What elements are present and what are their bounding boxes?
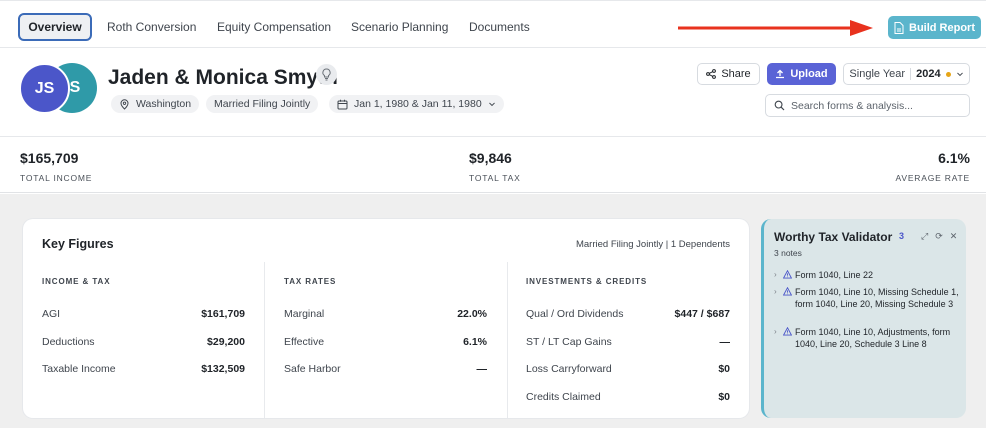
validator-tools: ⤢ ⟳ ✕ xyxy=(921,231,957,242)
share-button[interactable]: Share xyxy=(697,63,760,85)
share-icon xyxy=(706,69,717,79)
search-box[interactable] xyxy=(765,94,970,117)
figure-row: Credits Claimed $0 xyxy=(526,391,730,403)
main-content: Key Figures Married Filing Jointly | 1 D… xyxy=(0,194,986,428)
key-figures-card: Key Figures Married Filing Jointly | 1 D… xyxy=(23,219,749,418)
tab-overview[interactable]: Overview xyxy=(18,13,92,41)
validator-note[interactable]: › Form 1040, Line 22 xyxy=(774,270,874,280)
upload-button[interactable]: Upload xyxy=(767,63,836,85)
tax-validator-panel: Worthy Tax Validator 3 ⤢ ⟳ ✕ 3 notes › F… xyxy=(761,219,966,418)
top-tab-bar: Overview Roth Conversion Equity Compensa… xyxy=(0,0,986,48)
chevron-down-icon xyxy=(488,102,495,107)
figure-row: AGI $161,709 xyxy=(42,308,245,320)
figure-row: Effective 6.1% xyxy=(284,336,487,348)
validator-count-badge: 3 xyxy=(899,231,905,241)
warning-icon xyxy=(783,287,792,296)
chevron-right-icon: › xyxy=(774,327,777,336)
close-icon[interactable]: ✕ xyxy=(949,231,958,241)
figure-row: Marginal 22.0% xyxy=(284,308,487,320)
filing-status-chip: Married Filing Jointly xyxy=(206,95,319,113)
validator-title: Worthy Tax Validator xyxy=(774,230,893,244)
figure-row: Taxable Income $132,509 xyxy=(42,363,245,375)
chevron-right-icon: › xyxy=(774,270,777,279)
chevron-right-icon: › xyxy=(774,287,777,296)
search-input[interactable] xyxy=(791,99,961,112)
upload-icon xyxy=(776,69,785,79)
total-income-metric: $165,709 TOTAL INCOME xyxy=(20,150,93,183)
refresh-icon[interactable]: ⟳ xyxy=(935,231,943,241)
figure-row: Loss Carryforward $0 xyxy=(526,363,730,375)
chevron-down-icon xyxy=(956,72,963,77)
location-chip: Washington xyxy=(111,95,200,113)
status-dot xyxy=(945,71,951,77)
build-report-label: Build Report xyxy=(909,21,975,34)
calendar-icon xyxy=(337,99,348,109)
validator-note[interactable]: › Form 1040, Line 10, Missing Schedule 1… xyxy=(774,287,959,309)
tab-scenario-planning[interactable]: Scenario Planning xyxy=(351,20,449,34)
tab-documents[interactable]: Documents xyxy=(469,20,530,34)
key-figures-meta: Married Filing Jointly | 1 Dependents xyxy=(575,239,730,250)
search-icon xyxy=(774,100,785,111)
figure-row: Safe Harbor — xyxy=(284,363,487,375)
client-header: S JS Jaden & Monica Smyth Washington Mar… xyxy=(0,49,986,135)
income-tax-column: INCOME & TAX AGI $161,709 Deductions $29,2… xyxy=(42,277,245,375)
client-name: Jaden & Monica Smyth xyxy=(108,66,338,89)
tab-roth-conversion[interactable]: Roth Conversion xyxy=(107,20,197,34)
red-arrow-annotation xyxy=(678,20,873,36)
warning-icon xyxy=(783,270,792,279)
validator-notes-count: 3 notes xyxy=(774,248,802,258)
avatar-primary: JS xyxy=(19,63,70,114)
figure-row: ST / LT Cap Gains — xyxy=(526,336,730,348)
validator-note[interactable]: › Form 1040, Line 10, Adjustments, form … xyxy=(774,327,951,349)
summary-bar: $165,709 TOTAL INCOME $9,846 TOTAL TAX 6… xyxy=(0,136,986,193)
figure-row: Qual / Ord Dividends $447 / $687 xyxy=(526,308,730,320)
lightbulb-icon[interactable] xyxy=(316,64,337,85)
figure-row: Deductions $29,200 xyxy=(42,336,245,348)
document-icon xyxy=(894,21,904,34)
key-figures-title: Key Figures xyxy=(42,237,114,251)
investments-credits-column: INVESTMENTS & CREDITS Qual / Ord Dividen… xyxy=(507,262,749,418)
tax-rates-column: TAX RATES Marginal 22.0% Effective 6.1% Sa… xyxy=(264,262,507,418)
expand-icon[interactable]: ⤢ xyxy=(921,231,929,241)
build-report-button[interactable]: Build Report xyxy=(888,16,981,39)
average-rate-metric: 6.1% AVERAGE RATE xyxy=(895,150,970,183)
year-selector[interactable]: Single Year 2024 xyxy=(843,63,970,85)
total-tax-metric: $9,846 TOTAL TAX xyxy=(469,150,521,183)
dob-chip[interactable]: Jan 1, 1980 & Jan 11, 1980 xyxy=(329,95,504,113)
tab-equity-compensation[interactable]: Equity Compensation xyxy=(217,20,332,34)
location-pin-icon xyxy=(120,98,129,110)
warning-icon xyxy=(783,327,792,336)
